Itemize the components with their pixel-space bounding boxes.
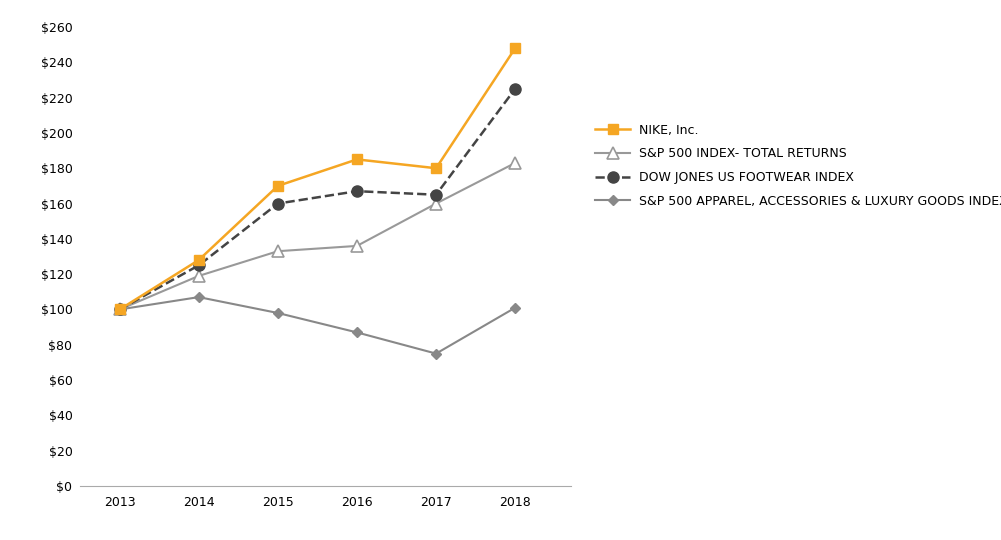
Legend: NIKE, Inc., S&P 500 INDEX- TOTAL RETURNS, DOW JONES US FOOTWEAR INDEX, S&P 500 A: NIKE, Inc., S&P 500 INDEX- TOTAL RETURNS… [591,119,1001,213]
